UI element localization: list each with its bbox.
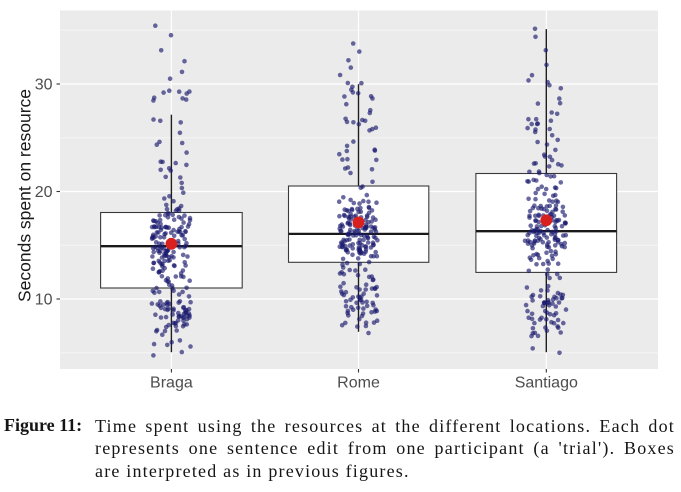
svg-text:Rome: Rome — [337, 375, 380, 392]
svg-text:10: 10 — [35, 292, 53, 309]
svg-text:Santiago: Santiago — [515, 375, 578, 392]
svg-text:Seconds spent on resource: Seconds spent on resource — [15, 89, 35, 302]
svg-text:30: 30 — [35, 77, 53, 94]
svg-text:20: 20 — [35, 184, 53, 201]
svg-text:Braga: Braga — [150, 375, 193, 392]
